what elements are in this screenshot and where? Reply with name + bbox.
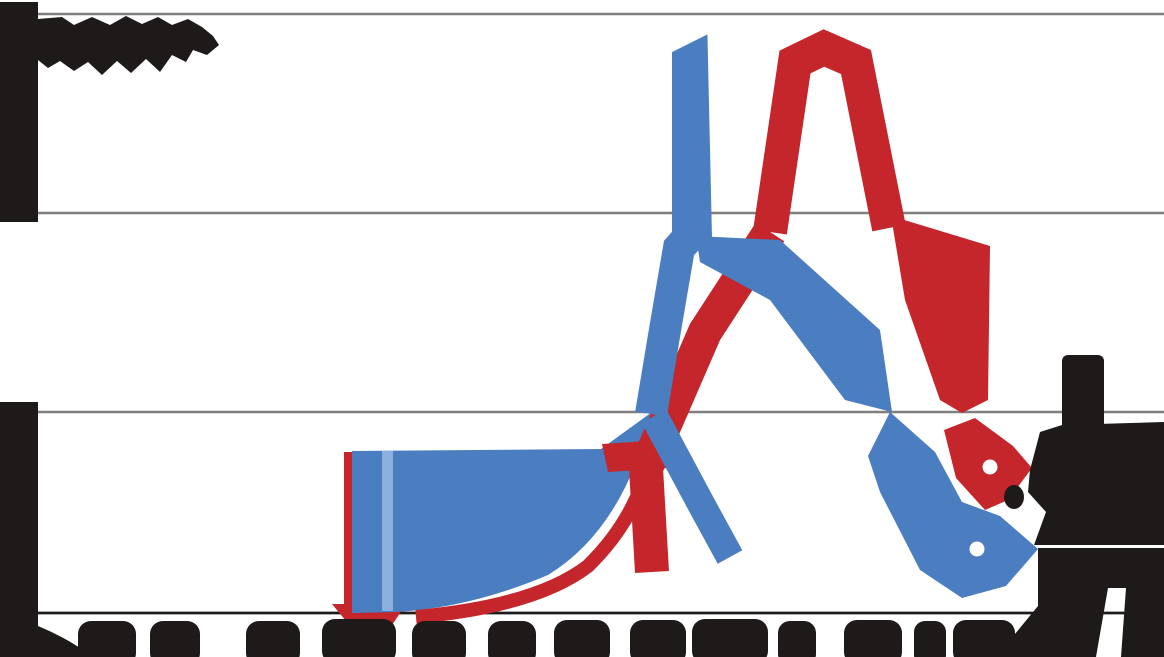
red-endpoint-marker — [982, 459, 998, 475]
endpoint-markers — [969, 459, 998, 557]
blue-right-band — [696, 236, 892, 412]
x-tick-label-blob — [844, 620, 902, 657]
blue-light-strip — [382, 451, 393, 611]
gridlines — [34, 12, 1164, 615]
x-tick-label-blob — [412, 621, 466, 657]
x-tick-label-blob — [78, 621, 136, 657]
x-tick-label-blob — [692, 619, 768, 657]
x-tick-label-blob — [488, 621, 536, 657]
right-label-blob-dot — [1004, 485, 1024, 509]
x-tick-label-blob — [322, 619, 396, 657]
x-tick-label-blob — [554, 620, 610, 657]
x-tick-label-blob — [778, 621, 816, 657]
red-descending-mass — [891, 216, 990, 413]
title-blob — [38, 16, 219, 75]
y-axis-label-blob-bottom — [0, 402, 38, 657]
x-axis-label-blobs — [78, 619, 1015, 657]
blue-main-blob — [352, 412, 652, 613]
x-tick-label-blob — [246, 621, 300, 657]
series-blue-bands — [635, 34, 1038, 598]
right-label-blob-upper — [1028, 422, 1164, 545]
blue-end-knot — [868, 412, 1038, 598]
blue-lower-stub — [641, 409, 743, 564]
red-peak-shield — [753, 29, 906, 235]
blue-spike-band — [635, 34, 713, 417]
x-tick-label-blob — [630, 620, 686, 657]
right-label-blob-lower — [996, 548, 1164, 657]
x-tick-label-blob — [150, 621, 200, 657]
x-tick-label-blob — [914, 621, 946, 657]
x-tick-label-blob — [953, 620, 1015, 657]
right-label-blobs — [996, 355, 1164, 657]
red-pinch-strip — [602, 440, 668, 472]
blue-endpoint-marker — [969, 541, 985, 557]
y-axis-label-blob-top — [0, 2, 38, 222]
series-blue — [352, 412, 652, 613]
